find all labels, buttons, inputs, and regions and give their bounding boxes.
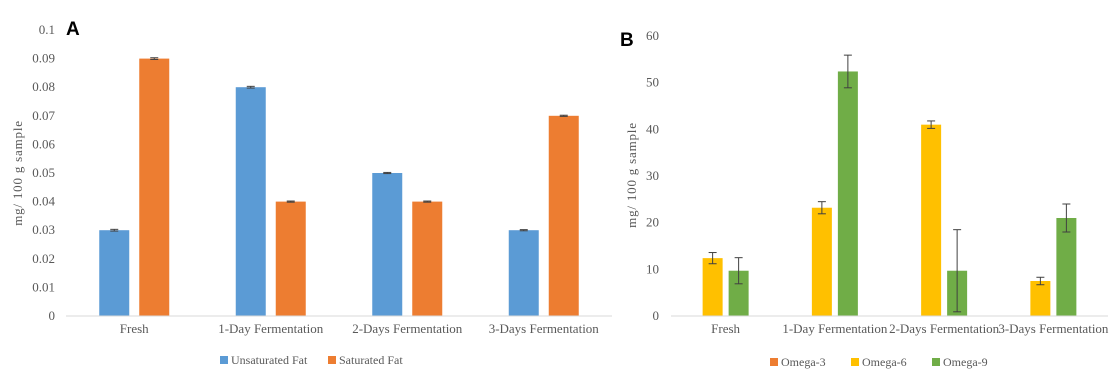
panel-a-ytick-label: 0.02: [32, 251, 55, 266]
panel-b-ytick-label: 0: [653, 308, 660, 323]
panel-a-letter: A: [66, 19, 80, 40]
panel-a-category-label: 3-Days Fermentation: [489, 321, 600, 336]
panel-b-legend-label: Omega-3: [781, 355, 826, 369]
panel-b-category-label: 2-Days Fermentation: [889, 321, 1000, 336]
panel-b-bar-omega-6: [811, 207, 832, 316]
panel-a-bar-saturated-fat: [275, 201, 306, 316]
panel-a-bar-unsaturated-fat: [372, 173, 403, 316]
panel-a-ytick-label: 0.05: [32, 165, 55, 180]
panel-a-legend-label: Saturated Fat: [339, 353, 403, 367]
panel-b-category-label: 3-Days Fermentation: [998, 321, 1109, 336]
panel-a-ytick-label: 0.1: [39, 22, 55, 37]
panel-a-ytick-label: 0.04: [32, 194, 55, 209]
panel-a-category-label: 2-Days Fermentation: [352, 321, 463, 336]
panel-b-bar-omega-6: [921, 124, 942, 317]
panel-a-legend-swatch: [220, 356, 228, 364]
panel-a-bar-saturated-fat: [412, 201, 443, 316]
panel-a-ytick-label: 0.06: [32, 136, 55, 151]
panel-b-ytick-label: 40: [646, 121, 659, 136]
panel-b-bar-omega-6: [1030, 281, 1051, 316]
panel-a-bar-saturated-fat: [548, 115, 579, 316]
panel-b-ytick-label: 30: [646, 168, 659, 183]
panel-b-bar-omega-6: [702, 258, 723, 316]
panel-b-bar-omega-9: [837, 71, 858, 316]
panel-b-category-label: 1-Day Fermentation: [782, 321, 888, 336]
panel-a-legend-label: Unsaturated Fat: [231, 353, 308, 367]
panel-a-bar-unsaturated-fat: [235, 87, 266, 316]
panel-b-y-axis-label: mg/ 100 g sample: [624, 122, 639, 228]
panel-a-ytick-label: 0: [49, 308, 56, 323]
panel-b-ytick-label: 60: [646, 28, 659, 43]
panel-b-category-label: Fresh: [711, 321, 740, 336]
panel-a-ytick-label: 0.01: [32, 279, 55, 294]
panel-a-bar-saturated-fat: [139, 58, 170, 316]
panel-a-bar-unsaturated-fat: [508, 230, 539, 316]
panel-b-ytick-label: 10: [646, 261, 659, 276]
panel-a-ytick-label: 0.09: [32, 51, 55, 66]
panel-b-ytick-label: 50: [646, 75, 659, 90]
panel-a-legend-swatch: [328, 356, 336, 364]
panel-a-ytick-label: 0.07: [32, 108, 55, 123]
panel-b-legend-label: Omega-6: [862, 355, 907, 369]
panel-a-bar-unsaturated-fat: [99, 230, 130, 316]
panel-a-category-label: Fresh: [120, 321, 149, 336]
panel-a-ytick-label: 0.03: [32, 222, 55, 237]
panel-b-ytick-label: 20: [646, 215, 659, 230]
panel-b-letter: B: [620, 30, 634, 51]
panel-a-category-label: 1-Day Fermentation: [218, 321, 324, 336]
panel-a-ytick-label: 0.08: [32, 79, 55, 94]
panel-b-legend-swatch: [932, 358, 940, 366]
panel-b-legend-swatch: [851, 358, 859, 366]
panel-b-legend-label: Omega-9: [943, 355, 988, 369]
panel-a-y-axis-label: mg/ 100 g sample: [10, 120, 25, 226]
panel-b-bar-omega-9: [1056, 218, 1077, 316]
panel-b-legend-swatch: [770, 358, 778, 366]
panel-b-bar-omega-9: [728, 270, 749, 316]
